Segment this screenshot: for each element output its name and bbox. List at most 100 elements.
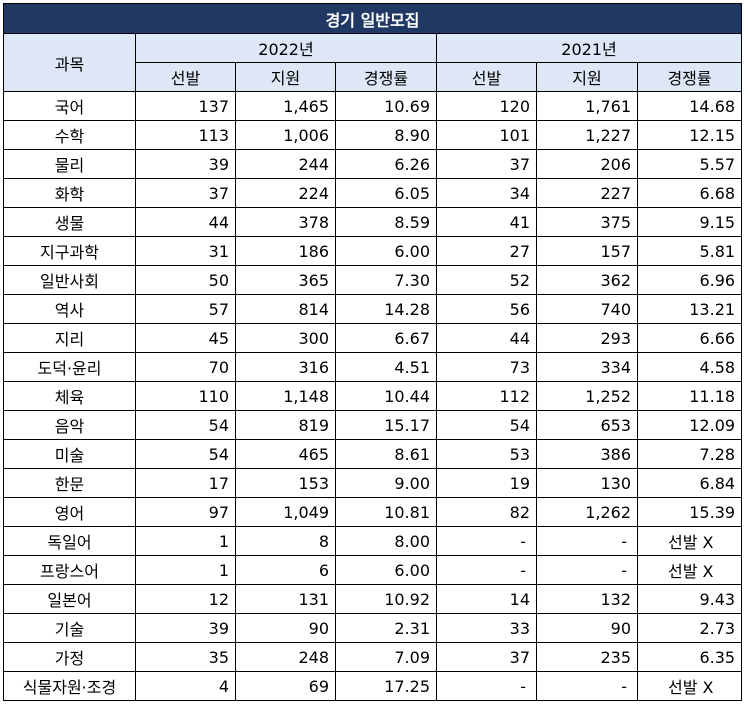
applicants-2022-cell: 186 [235,236,336,266]
ratio-2022-cell: 9.00 [335,468,437,498]
table-body: 국어 137 1,465 10.69 120 1,761 14.68 수학 113 1,006 8.… [3,91,743,701]
ratio-2022-cell: 8.59 [335,207,437,237]
selected-2021-cell: 112 [436,381,537,411]
ratio-2022-cell: 6.26 [335,149,437,179]
ratio-2022-cell: 6.00 [335,555,437,585]
selected-2021-cell: 41 [436,207,537,237]
year-2022-header: 2022년 [135,33,437,63]
selected-2021-cell: - [436,555,537,585]
table-row: 생물 44 378 8.59 41 375 9.15 [3,207,743,237]
selected-2022-cell: 17 [135,468,236,498]
table-row: 기술 39 90 2.31 33 90 2.73 [3,613,743,643]
table-row: 체육 110 1,148 10.44 112 1,252 11.18 [3,381,743,411]
col-applicants-2021: 지원 [536,62,638,92]
ratio-2021-cell: 9.15 [636,207,743,237]
recruitment-table: 경기 일반모집 과목 2022년 2021년 선발 지원 경쟁률 선발 지원 경… [2,3,743,701]
selected-2021-cell: - [436,526,537,556]
ratio-2021-cell: 선발 X [636,555,743,585]
year-2021-header: 2021년 [435,33,743,63]
selected-2022-cell: 45 [135,323,236,353]
col-ratio-2022: 경쟁률 [335,62,437,92]
selected-2022-cell: 31 [135,236,236,266]
selected-2021-cell: 52 [436,265,537,295]
subject-cell: 영어 [3,497,136,527]
ratio-2021-cell: 선발 X [636,671,743,701]
ratio-2021-cell: 2.73 [636,613,743,643]
col-selected-2022: 선발 [135,62,236,92]
applicants-2022-cell: 69 [235,671,336,701]
selected-2021-cell: 19 [436,468,537,498]
subject-cell: 가정 [3,642,136,672]
table-row: 수학 113 1,006 8.90 101 1,227 12.15 [3,120,743,150]
ratio-2022-cell: 6.05 [335,178,437,208]
subject-cell: 지구과학 [3,236,136,266]
applicants-2022-cell: 1,148 [235,381,336,411]
applicants-2022-cell: 1,006 [235,120,336,150]
subject-cell: 수학 [3,120,136,150]
selected-2021-cell: 101 [436,120,537,150]
ratio-2021-cell: 선발 X [636,526,743,556]
ratio-2021-cell: 7.28 [636,439,743,469]
applicants-2021-cell: 740 [536,294,638,324]
recruitment-table-container: 경기 일반모집 과목 2022년 2021년 선발 지원 경쟁률 선발 지원 경… [2,3,743,701]
applicants-2022-cell: 224 [235,178,336,208]
applicants-2021-cell: 90 [536,613,638,643]
subject-cell: 물리 [3,149,136,179]
selected-2022-cell: 1 [135,555,236,585]
applicants-2022-cell: 131 [235,584,336,614]
subject-cell: 국어 [3,91,136,121]
selected-2021-cell: - [436,671,537,701]
table-row: 음악 54 819 15.17 54 653 12.09 [3,410,743,440]
selected-2022-cell: 1 [135,526,236,556]
applicants-2021-cell: 132 [536,584,638,614]
ratio-2021-cell: 6.35 [636,642,743,672]
ratio-2022-cell: 2.31 [335,613,437,643]
ratio-2022-cell: 10.81 [335,497,437,527]
selected-2022-cell: 50 [135,265,236,295]
table-row: 식물자원·조경 4 69 17.25- - 선발 X [3,671,743,701]
subject-cell: 지리 [3,323,136,353]
table-row: 영어 97 1,049 10.81 82 1,262 15.39 [3,497,743,527]
subject-cell: 도덕·윤리 [3,352,136,382]
selected-2022-cell: 113 [135,120,236,150]
ratio-2022-cell: 17.25 [335,671,437,701]
ratio-2021-cell: 9.43 [636,584,743,614]
subject-cell: 체육 [3,381,136,411]
ratio-2021-cell: 5.81 [636,236,743,266]
applicants-2022-cell: 378 [235,207,336,237]
col-selected-2021: 선발 [436,62,537,92]
subject-cell: 식물자원·조경 [3,671,136,701]
ratio-2021-cell: 6.68 [636,178,743,208]
selected-2022-cell: 12 [135,584,236,614]
selected-2021-cell: 82 [436,497,537,527]
subject-cell: 한문 [3,468,136,498]
applicants-2022-cell: 814 [235,294,336,324]
selected-2021-cell: 56 [436,294,537,324]
table-row: 도덕·윤리 70 316 4.51 73 334 4.58 [3,352,743,382]
subject-cell: 독일어 [3,526,136,556]
applicants-2022-cell: 8 [235,526,336,556]
ratio-2022-cell: 6.00 [335,236,437,266]
ratio-2021-cell: 14.68 [636,91,743,121]
subject-cell: 음악 [3,410,136,440]
subject-cell: 화학 [3,178,136,208]
subject-header: 과목 [3,33,136,92]
table-title: 경기 일반모집 [2,3,743,34]
applicants-2022-cell: 248 [235,642,336,672]
applicants-2021-cell: 235 [536,642,638,672]
ratio-2021-cell: 12.15 [636,120,743,150]
applicants-2021-cell: 375 [536,207,638,237]
applicants-2022-cell: 90 [235,613,336,643]
table-row: 지구과학 31 186 6.00 27 157 5.81 [3,236,743,266]
applicants-2021-cell: 362 [536,265,638,295]
ratio-2022-cell: 8.90 [335,120,437,150]
applicants-2022-cell: 1,049 [235,497,336,527]
ratio-2022-cell: 8.61 [335,439,437,469]
applicants-2022-cell: 6 [235,555,336,585]
applicants-2021-cell: - [536,671,638,701]
selected-2022-cell: 39 [135,613,236,643]
table-row: 독일어 1 8 8.00- - 선발 X [3,526,743,556]
ratio-2021-cell: 4.58 [636,352,743,382]
applicants-2022-cell: 465 [235,439,336,469]
selected-2022-cell: 4 [135,671,236,701]
